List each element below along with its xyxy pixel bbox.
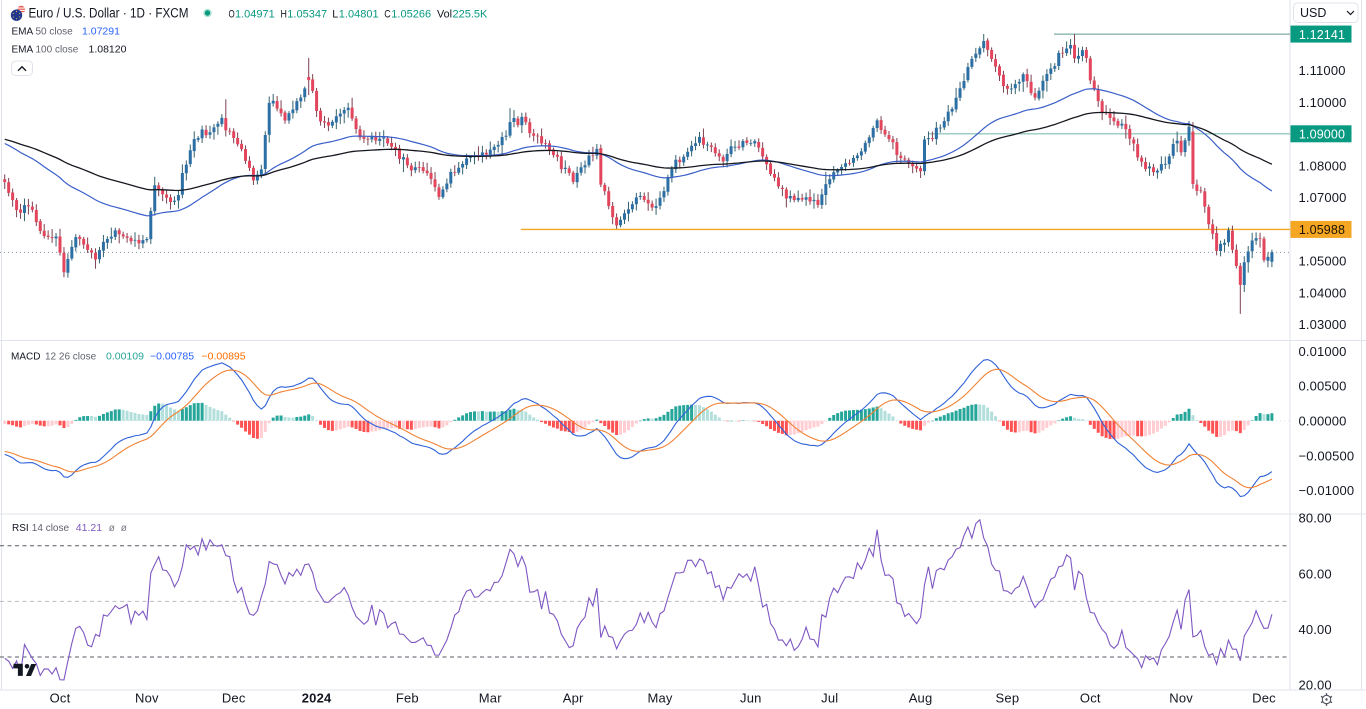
svg-text:80.00: 80.00 [1299, 511, 1332, 526]
svg-text:1.08000: 1.08000 [1299, 158, 1347, 173]
svg-text:1.10000: 1.10000 [1299, 95, 1347, 110]
svg-text:0.01000: 0.01000 [1299, 344, 1347, 359]
svg-text:−0.01000: −0.01000 [1299, 483, 1355, 498]
svg-text:Apr: Apr [563, 691, 584, 706]
svg-text:−0.00500: −0.00500 [1299, 448, 1355, 463]
svg-text:1.03000: 1.03000 [1299, 317, 1347, 332]
svg-text:1.07000: 1.07000 [1299, 190, 1347, 205]
svg-text:Oct: Oct [1080, 691, 1101, 706]
svg-text:40.00: 40.00 [1299, 622, 1332, 637]
svg-text:20.00: 20.00 [1299, 678, 1332, 693]
svg-text:Aug: Aug [909, 691, 933, 706]
svg-text:1.05000: 1.05000 [1299, 254, 1347, 269]
svg-text:0.00500: 0.00500 [1299, 379, 1347, 394]
svg-text:Oct: Oct [50, 691, 71, 706]
svg-text:USD: USD [1300, 6, 1326, 20]
svg-text:1.09000: 1.09000 [1299, 128, 1345, 142]
svg-text:Mar: Mar [479, 691, 502, 706]
svg-text:1.12141: 1.12141 [1299, 28, 1345, 42]
svg-text:1.11000: 1.11000 [1299, 63, 1346, 78]
svg-text:60.00: 60.00 [1299, 566, 1332, 581]
svg-text:Nov: Nov [135, 691, 159, 706]
svg-text:2024: 2024 [302, 691, 332, 706]
svg-text:Dec: Dec [222, 691, 246, 706]
svg-text:1.05988: 1.05988 [1299, 223, 1345, 237]
svg-text:Jul: Jul [821, 691, 838, 706]
svg-text:Jun: Jun [740, 691, 762, 706]
svg-text:0.00000: 0.00000 [1299, 414, 1347, 429]
svg-text:May: May [647, 691, 672, 706]
svg-text:Dec: Dec [1252, 691, 1276, 706]
svg-text:Euro / U.S. Dollar · 1D · FXCM: Euro / U.S. Dollar · 1D · FXCM [29, 6, 189, 21]
svg-text:1.04000: 1.04000 [1299, 285, 1347, 300]
svg-text:Feb: Feb [396, 691, 419, 706]
svg-text:Sep: Sep [996, 691, 1020, 706]
svg-text:Nov: Nov [1169, 691, 1193, 706]
